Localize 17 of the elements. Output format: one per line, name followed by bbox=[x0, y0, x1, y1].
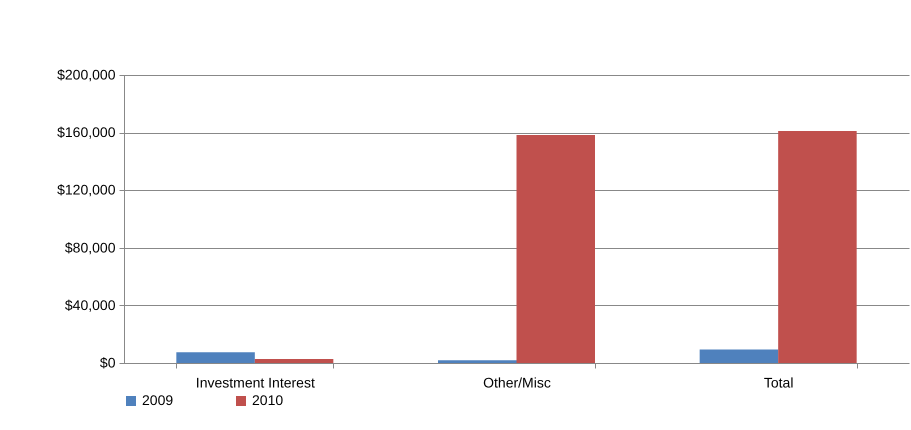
bar bbox=[254, 358, 334, 363]
legend-label: 2009 bbox=[142, 392, 174, 408]
x-tick-label: Investment Interest bbox=[196, 374, 315, 390]
y-tick-label: $200,000 bbox=[57, 66, 116, 82]
y-tick-label: $160,000 bbox=[57, 124, 116, 140]
bar bbox=[438, 360, 516, 363]
x-tick-label: Total bbox=[764, 374, 794, 390]
bar bbox=[516, 135, 595, 363]
legend-label: 2010 bbox=[252, 392, 284, 408]
x-tick-label: Other/Misc bbox=[483, 374, 551, 390]
bar bbox=[778, 131, 857, 363]
y-tick-label: $120,000 bbox=[57, 182, 116, 198]
bar bbox=[700, 349, 778, 363]
y-tick-label: $80,000 bbox=[64, 239, 116, 256]
bar bbox=[176, 352, 255, 363]
y-tick-label: $0 bbox=[100, 354, 116, 370]
y-tick-label: $40,000 bbox=[64, 296, 116, 313]
